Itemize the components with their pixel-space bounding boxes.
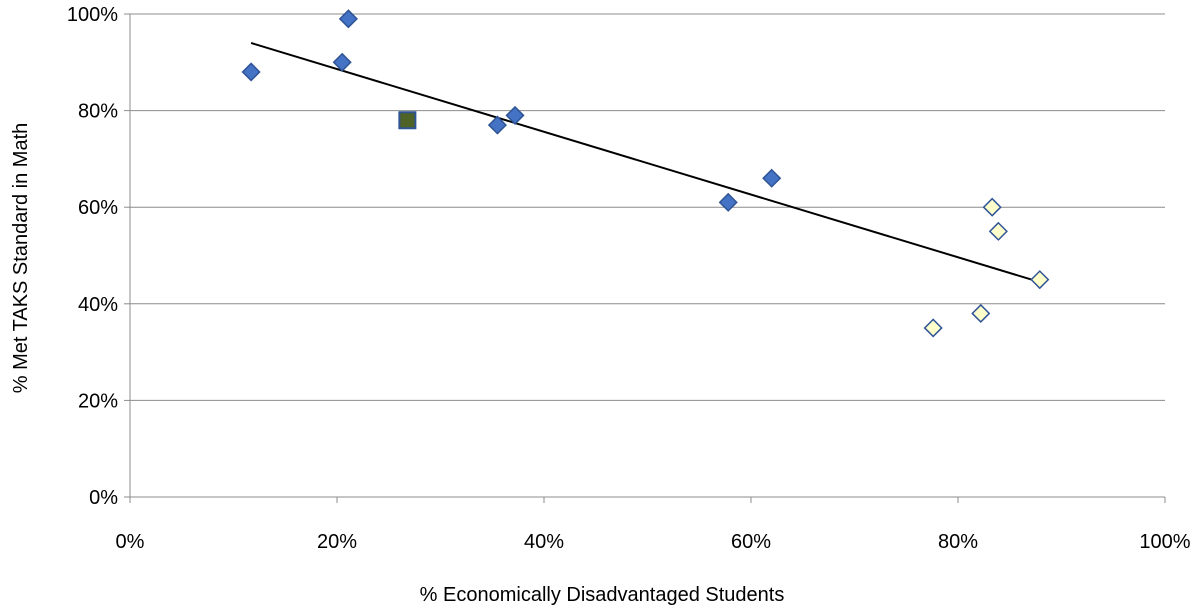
x-tick-label: 80%	[938, 531, 978, 553]
trendline	[250, 42, 1041, 284]
trendline-group	[250, 42, 1041, 284]
data-point-diamond	[923, 318, 943, 338]
y-axis-title: % Met TAKS Standard in Math	[10, 123, 32, 394]
data-points	[241, 9, 1050, 338]
y-tick-label: 0%	[89, 487, 118, 509]
x-axis-title: % Economically Disadvantaged Students	[420, 584, 785, 606]
data-point-diamond	[1030, 270, 1050, 290]
data-point-square	[398, 111, 417, 130]
x-tick-label: 60%	[731, 531, 771, 553]
y-tick-label: 40%	[78, 294, 118, 316]
x-tick-label: 40%	[524, 531, 564, 553]
data-point-diamond	[718, 192, 738, 212]
data-point-diamond	[971, 303, 991, 324]
y-tick-labels: 0% 20% 40% 60% 80% 100%	[67, 4, 118, 509]
y-tick-label: 60%	[78, 197, 118, 219]
y-tick-label: 20%	[78, 390, 118, 412]
x-tick-labels: 0% 20% 40% 60% 80% 100%	[116, 531, 1191, 553]
y-tick-label: 80%	[78, 101, 118, 123]
data-point-diamond	[988, 221, 1008, 241]
data-point-diamond	[762, 168, 782, 188]
axes	[124, 13, 1166, 503]
gridlines	[130, 13, 1165, 401]
data-point-diamond	[241, 62, 261, 82]
x-tick-label: 0%	[116, 531, 145, 553]
data-point-diamond	[505, 105, 525, 125]
x-tick-label: 20%	[317, 531, 357, 553]
x-tick-label: 100%	[1139, 531, 1190, 553]
data-point-diamond	[338, 9, 358, 29]
y-tick-label: 100%	[67, 4, 118, 26]
data-point-diamond	[332, 52, 352, 72]
data-point-diamond	[982, 197, 1002, 217]
data-point-diamond	[487, 115, 507, 135]
